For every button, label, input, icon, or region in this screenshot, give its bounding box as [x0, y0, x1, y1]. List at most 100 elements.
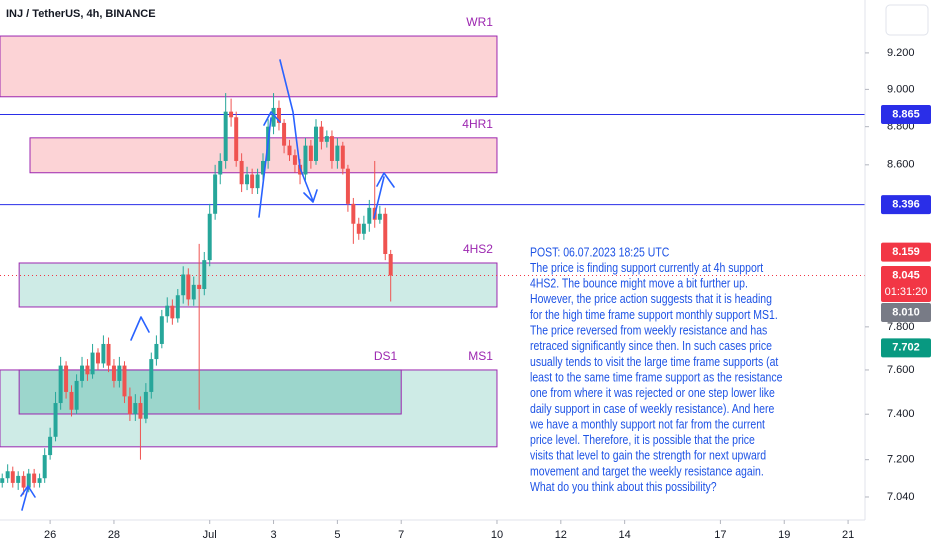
annotation-line: The price reversed from weekly resistanc…: [530, 325, 767, 338]
candle-body: [122, 365, 127, 397]
arrow-peak: [130, 316, 150, 341]
candle-body: [5, 471, 10, 479]
zone-label: MS1: [468, 349, 493, 363]
candle-body: [319, 126, 324, 142]
x-tick-label: 3: [270, 529, 276, 541]
candle-body: [53, 403, 58, 437]
annotation-line: one from where it was rejected or one st…: [530, 387, 775, 400]
axes: 9.200 9.000 8.800 8.600 7.800 7.600 7.400 7.200…: [44, 47, 915, 541]
y-tick-label: 8.600: [887, 159, 915, 171]
annotation-line: What do you think about this possibility…: [530, 481, 717, 494]
x-tick-label: 14: [619, 529, 631, 541]
candle-body: [95, 352, 100, 364]
annotation-line: least to the same time frame support as …: [530, 372, 782, 385]
candle-body: [388, 254, 393, 276]
y-tick-label: 7.040: [887, 491, 915, 503]
x-tick-label: 19: [778, 529, 790, 541]
price-label-box: [881, 338, 931, 358]
candle-body: [229, 111, 234, 118]
candle-body: [287, 145, 292, 156]
candle-body: [218, 160, 223, 175]
zone: [18, 262, 498, 308]
candle-body: [64, 365, 69, 392]
annotation: POST: 06.07.2023 18:25 UTC The price is f…: [529, 247, 782, 495]
y-tick-label: 7.200: [887, 454, 915, 466]
candle-body: [292, 155, 297, 165]
x-tick-label: 17: [714, 529, 726, 541]
candle-body: [361, 223, 366, 234]
arrow-down: [279, 59, 318, 203]
y-tick-label: 8.800: [887, 121, 915, 133]
price-label: 8.865: [892, 108, 920, 120]
x-tick-label: 28: [108, 529, 120, 541]
candle-body: [32, 473, 37, 483]
zone-label: 4HR1: [462, 117, 493, 131]
zone: [0, 35, 498, 98]
candle-body: [58, 365, 63, 404]
annotation-line: we have a monthly support not far from t…: [529, 419, 766, 432]
candle-body: [282, 122, 287, 146]
candle-body: [245, 174, 250, 185]
candle-body: [159, 316, 164, 344]
candle-body: [106, 343, 111, 366]
candle-body: [351, 203, 356, 224]
arrow-up: [258, 111, 281, 218]
candle-body: [234, 117, 239, 161]
candle-body: [16, 475, 21, 483]
price-label-box: [881, 195, 931, 215]
candle-body: [367, 207, 372, 224]
price-lines: [0, 113, 865, 277]
candle-body: [165, 305, 170, 317]
candle-body: [149, 359, 154, 392]
price-label: 8.045: [892, 269, 920, 281]
candle-body: [356, 223, 361, 234]
candle-body: [10, 471, 15, 483]
annotation-line: visits that level to gain the strength f…: [530, 450, 766, 463]
candle-body: [133, 403, 138, 415]
price-label: 8.396: [892, 199, 920, 211]
x-tick-label: Jul: [203, 529, 217, 541]
zone-label: DS1: [374, 349, 398, 363]
candle-body: [69, 391, 74, 410]
candle-body: [37, 478, 42, 483]
countdown: 01:31:20: [885, 286, 928, 298]
price-label-box: [881, 303, 931, 323]
x-tick-label: 26: [44, 529, 56, 541]
candle-body: [207, 213, 212, 261]
candle-body: [255, 174, 260, 189]
candle-body: [74, 380, 79, 410]
annotation-line: daily support in case of weekly resistan…: [530, 403, 774, 416]
candle-body: [377, 213, 382, 220]
candle-body: [127, 396, 132, 415]
price-label-box: [881, 266, 931, 303]
candle-body: [42, 455, 47, 479]
candle-body: [335, 145, 340, 161]
candle-body: [239, 160, 244, 185]
candle-body: [26, 473, 31, 488]
x-tick-label: 10: [491, 529, 503, 541]
candle-body: [276, 107, 281, 123]
candle-body: [308, 145, 313, 161]
annotation-line: for the high time frame support monthly …: [530, 309, 778, 322]
price-labels: 8.865 8.396 8.159 8.045 01:31:20 8.010 7.702: [881, 104, 931, 358]
annotation-line: The price is finding support currently a…: [530, 262, 764, 275]
candle-body: [154, 343, 159, 360]
drawings: [20, 59, 395, 511]
y-tick-label: 7.400: [887, 408, 915, 420]
candle-body: [191, 284, 196, 300]
candle-body: [383, 213, 388, 255]
toolbar-button[interactable]: [885, 4, 929, 36]
candle-body: [303, 145, 308, 175]
x-tick-label: 21: [842, 529, 854, 541]
price-label-box: [881, 104, 931, 124]
candle-body: [202, 260, 207, 289]
candle-body: [271, 107, 276, 127]
y-tick-label: 7.800: [887, 321, 915, 333]
annotation-line: price level. Therefore, it is possible t…: [530, 434, 755, 447]
candle-body: [0, 478, 5, 483]
arrow-up: [373, 172, 395, 219]
price-label: 7.702: [892, 342, 920, 354]
candle-body: [314, 126, 318, 161]
